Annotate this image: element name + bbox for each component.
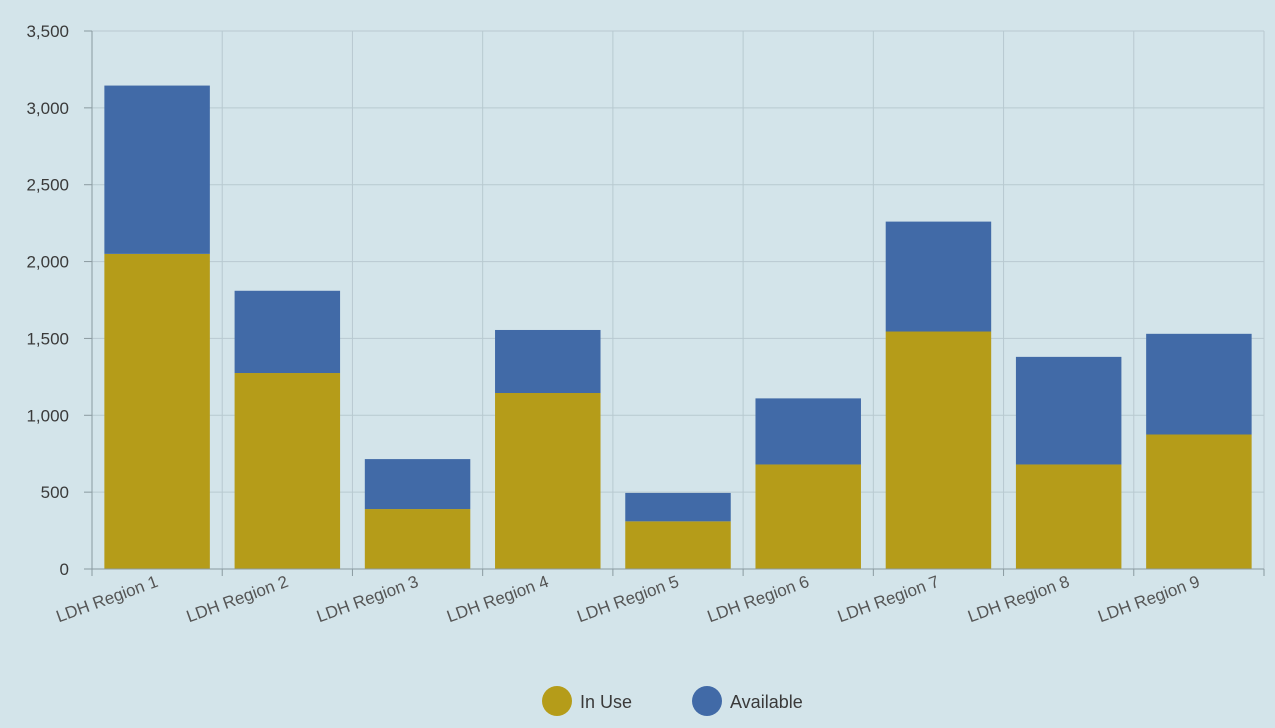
x-tick-label: LDH Region 8	[965, 572, 1072, 626]
legend-label: Available	[730, 692, 803, 712]
bars	[104, 85, 1252, 569]
x-tick-label: LDH Region 9	[1095, 572, 1202, 626]
bar-in-use	[104, 253, 210, 569]
bar-in-use	[495, 392, 601, 569]
y-tick-label: 2,000	[26, 253, 69, 272]
y-tick-labels: 0 500 1,000 1,500 2,000 2,500 3,000 3,500	[26, 22, 69, 579]
y-tick-label: 3,000	[26, 99, 69, 118]
y-tick-label: 500	[41, 483, 69, 502]
bar-in-use	[1146, 434, 1252, 569]
bar-available	[625, 492, 731, 522]
bar-in-use	[885, 331, 992, 569]
y-tick-label: 2,500	[26, 176, 69, 195]
bar-in-use	[234, 373, 341, 569]
bar-in-use	[1015, 464, 1122, 569]
y-tick-label: 1,500	[26, 329, 69, 348]
bar-in-use	[755, 464, 861, 569]
x-tick-labels: LDH Region 1 LDH Region 2 LDH Region 3 LDH …	[54, 572, 1203, 626]
bar-available	[364, 459, 471, 510]
legend-swatch-available	[692, 686, 722, 716]
x-tick-label: LDH Region 2	[184, 572, 291, 626]
bar-available	[234, 290, 341, 374]
bar-available	[1146, 333, 1252, 435]
bar-available	[1015, 356, 1122, 465]
axes	[84, 30, 1265, 576]
y-tick-label: 0	[60, 560, 69, 579]
y-tick-label: 3,500	[26, 22, 69, 41]
legend-swatch-in-use	[542, 686, 572, 716]
x-tick-label: LDH Region 4	[444, 572, 551, 626]
x-tick-label: LDH Region 3	[314, 572, 421, 626]
bar-available	[104, 85, 210, 254]
legend-label: In Use	[580, 692, 632, 712]
x-tick-label: LDH Region 7	[835, 572, 942, 626]
x-tick-label: LDH Region 1	[54, 572, 161, 626]
bar-in-use	[625, 521, 731, 569]
x-tick-label: LDH Region 6	[705, 572, 812, 626]
bar-available	[885, 221, 992, 332]
bar-available	[755, 398, 861, 465]
legend: In Use Available	[542, 686, 803, 716]
x-tick-label: LDH Region 5	[575, 572, 682, 626]
y-tick-label: 1,000	[26, 406, 69, 425]
bar-in-use	[364, 509, 471, 569]
grid-lines	[91, 30, 1265, 570]
bar-available	[495, 329, 601, 393]
